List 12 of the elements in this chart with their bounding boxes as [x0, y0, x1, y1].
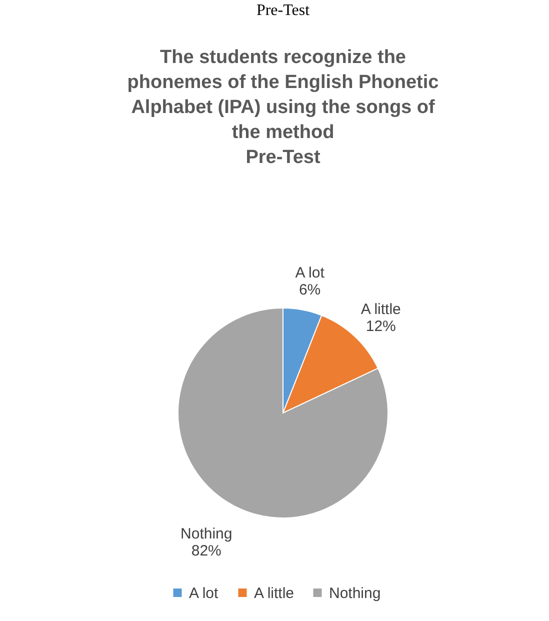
- data-label: 82%: [191, 542, 222, 560]
- slice-label: A little: [360, 300, 401, 318]
- slice-label: Nothing: [180, 526, 232, 543]
- data-label: 6%: [298, 282, 321, 299]
- legend-label: Nothing: [329, 584, 381, 602]
- legend-label: A lot: [189, 584, 220, 602]
- chart-title: The students recognize the phonemes of the English Phonetic Alphabet (IPA) using the songs of the method: [127, 47, 440, 143]
- legend-label: A little: [254, 584, 294, 602]
- slice-label: A lot: [295, 264, 326, 282]
- chart-subtitle: Pre-Test: [246, 147, 321, 168]
- data-label: 12%: [366, 318, 396, 335]
- text: Pre-Test: [256, 2, 310, 19]
